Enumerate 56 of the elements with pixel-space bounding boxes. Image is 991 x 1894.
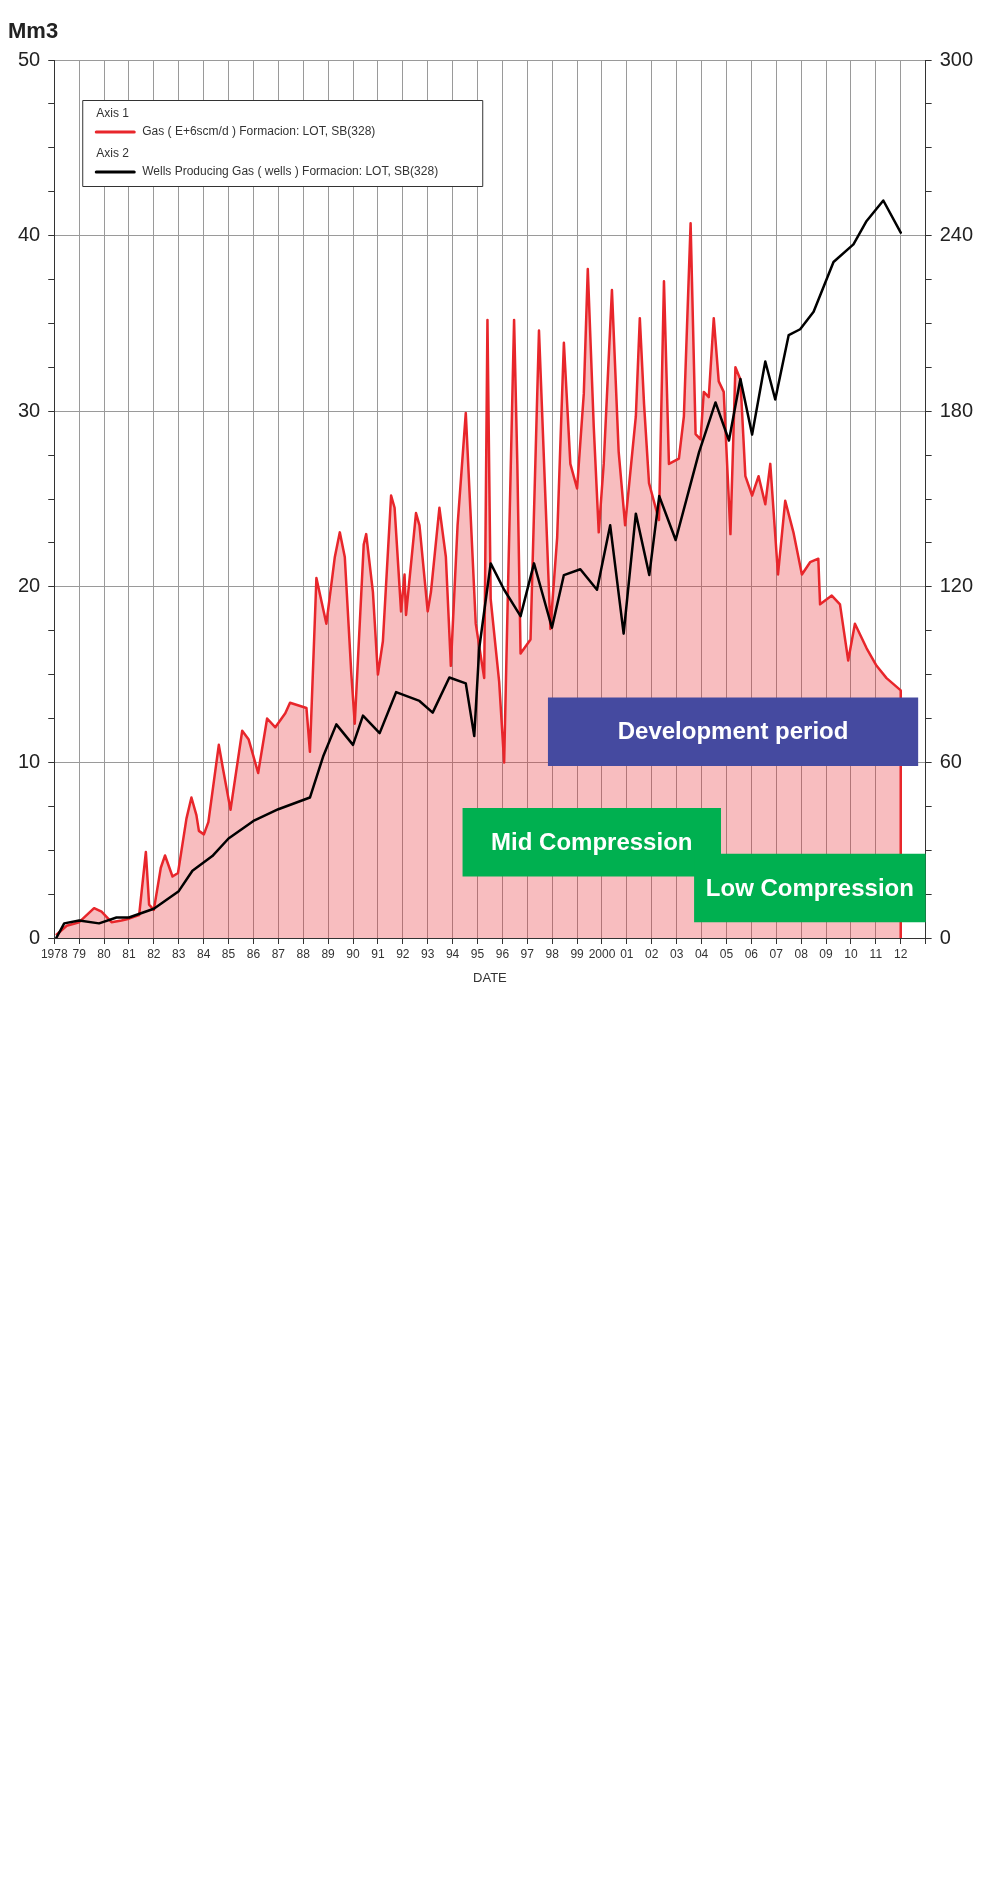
x-tick-label: 96 [495,946,510,961]
x-tick-label: 91 [371,946,385,961]
x-tick-label: 93 [421,946,435,961]
x-tick-label: 85 [221,946,236,961]
x-tick-label: 80 [97,946,112,961]
x-axis-title: DATE [473,969,508,985]
x-tick-label: 82 [147,946,161,961]
band-label: Development period [617,717,849,745]
band-label: Low Compression [705,873,914,901]
legend-label: Wells Producing Gas ( wells ) Formacion: LOT, SB(328) [142,164,439,179]
x-tick-label: 08 [794,946,809,961]
y-tick-label: 0 [29,925,41,948]
x-tick-label: 04 [694,946,709,961]
x-tick-label: 83 [172,946,186,961]
x-tick-label: 11 [869,946,883,961]
x-tick-label: 10 [844,946,858,961]
x-tick-label: 87 [271,946,286,961]
annotation: Axis 2 [96,146,130,161]
x-tick-label: 88 [296,946,311,961]
y2-tick-label: 120 [939,574,974,597]
x-tick-label: 86 [246,946,261,961]
y2-tick-label: 300 [939,47,974,70]
x-tick-label: 79 [72,946,87,961]
band-label: Mid Compression [491,827,693,855]
x-tick-label: 97 [520,946,535,961]
x-tick-label: 09 [819,946,834,961]
x-tick-label: 2000 [588,946,616,961]
legend-label: Gas ( E+6scm/d ) Formacion: LOT, SB(328) [142,124,376,139]
annotation: Axis 1 [96,106,130,121]
x-tick-label: 90 [346,946,360,961]
x-tick-label: 89 [321,946,336,961]
x-tick-label: 98 [545,946,560,961]
y-tick-label: 30 [18,398,41,421]
y-tick-label: 20 [18,574,41,597]
x-tick-label: 12 [894,946,908,961]
x-tick-label: 06 [744,946,759,961]
y2-tick-label: 240 [939,223,974,246]
x-tick-label: 1978 [40,946,68,961]
y2-tick-label: 60 [939,749,962,772]
y-tick-label: 50 [18,47,41,70]
y2-tick-label: 0 [939,925,951,948]
x-tick-label: 81 [122,946,136,961]
x-tick-label: 92 [396,946,410,961]
x-tick-label: 84 [196,946,211,961]
x-tick-label: 94 [445,946,460,961]
y2-tick-label: 180 [939,398,974,421]
x-tick-label: 99 [570,946,585,961]
y-tick-label: 10 [18,749,41,772]
y-tick-label: 40 [18,223,41,246]
x-tick-label: 05 [719,946,734,961]
y-axis-title: Mm3 [8,18,59,44]
x-tick-label: 07 [769,946,784,961]
x-tick-label: 03 [669,946,684,961]
x-tick-label: 02 [645,946,659,961]
x-tick-label: 95 [470,946,485,961]
x-tick-label: 01 [620,946,634,961]
